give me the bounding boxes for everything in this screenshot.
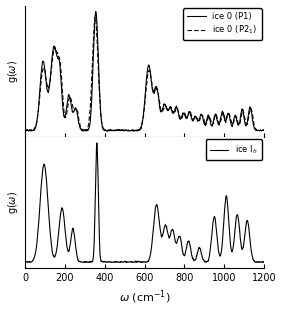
ice 0 (P2$_1$) — [125, 128, 129, 132]
ice 0 (P2$_1$) — [93, 15, 97, 19]
Legend: ice 0 (P1), ice 0 (P2$_1$): ice 0 (P1), ice 0 (P2$_1$) — [183, 8, 262, 40]
ice 0 (P1) — [23, 129, 27, 133]
X-axis label: $\omega$ (cm$^{-1}$): $\omega$ (cm$^{-1}$) — [119, 289, 170, 306]
ice I$_h$ — [263, 261, 266, 264]
Line: ice 0 (P1): ice 0 (P1) — [25, 12, 264, 131]
ice 0 (P1) — [125, 129, 129, 133]
ice 0 (P1) — [51, 53, 54, 56]
ice I$_h$ — [65, 242, 68, 246]
ice 0 (P1) — [258, 129, 261, 132]
ice I$_h$ — [258, 260, 261, 264]
ice I$_h$ — [110, 261, 113, 264]
ice 0 (P2$_1$) — [115, 128, 119, 132]
ice I$_h$ — [95, 141, 98, 145]
Legend: ice I$_h$: ice I$_h$ — [206, 139, 262, 160]
ice 0 (P2$_1$) — [263, 129, 266, 133]
ice 0 (P2$_1$) — [23, 129, 27, 133]
ice 0 (P1) — [115, 129, 119, 132]
Y-axis label: g($\omega$): g($\omega$) — [6, 191, 19, 214]
ice 0 (P1) — [106, 129, 109, 133]
ice 0 (P1) — [232, 117, 235, 121]
ice I$_h$ — [51, 251, 54, 254]
ice I$_h$ — [125, 260, 129, 264]
ice 0 (P1) — [263, 129, 266, 132]
Y-axis label: g($\omega$): g($\omega$) — [6, 60, 19, 83]
ice I$_h$ — [232, 241, 235, 244]
ice 0 (P1) — [65, 106, 68, 110]
ice 0 (P2$_1$) — [258, 129, 261, 133]
ice 0 (P1) — [94, 10, 98, 13]
ice I$_h$ — [23, 260, 27, 264]
Line: ice 0 (P2$_1$): ice 0 (P2$_1$) — [25, 17, 264, 131]
Line: ice I$_h$: ice I$_h$ — [25, 143, 264, 262]
ice 0 (P2$_1$) — [65, 112, 68, 115]
ice I$_h$ — [115, 260, 119, 264]
ice 0 (P2$_1$) — [51, 58, 54, 62]
ice 0 (P2$_1$) — [232, 120, 235, 124]
ice 0 (P2$_1$) — [107, 129, 110, 133]
